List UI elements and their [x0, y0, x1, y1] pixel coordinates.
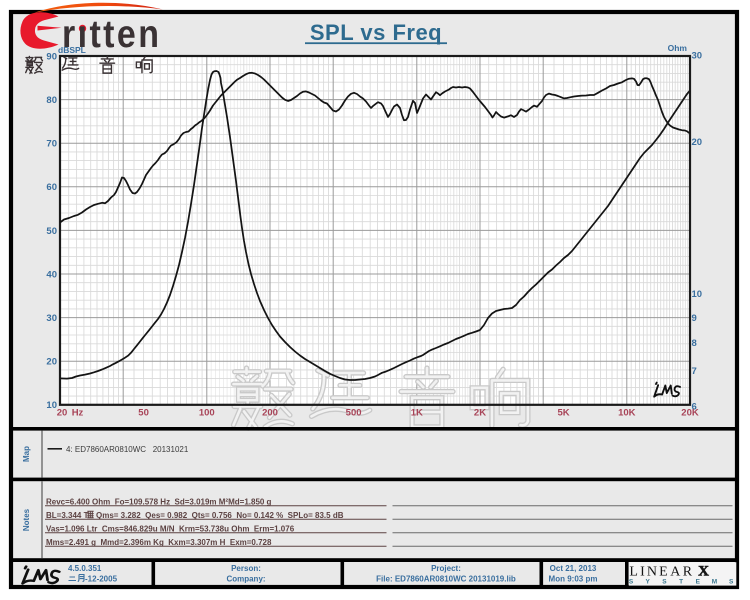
svg-text:Vas=1.096 Ltr Cms=846.829u M/: Vas=1.096 Ltr Cms=846.829u M/N Krm=53.73…	[46, 524, 295, 533]
svg-text:rıtten: rıtten	[62, 12, 161, 56]
svg-text:500: 500	[346, 408, 362, 419]
svg-text:SPL vs Freq: SPL vs Freq	[310, 20, 442, 45]
svg-text:N: N	[647, 565, 657, 580]
svg-text:S: S	[662, 579, 667, 586]
svg-text:R: R	[683, 565, 693, 580]
svg-text:20: 20	[692, 137, 703, 148]
svg-text:4.5.0.351: 4.5.0.351	[68, 564, 102, 573]
svg-text:Oct 21, 2013: Oct 21, 2013	[550, 564, 597, 573]
svg-text:S: S	[629, 579, 634, 586]
svg-text:40: 40	[46, 269, 57, 280]
svg-text:100: 100	[199, 408, 215, 419]
svg-text:Project:: Project:	[431, 564, 461, 573]
svg-text:200: 200	[262, 408, 278, 419]
svg-text:Qms= 3.282 Qes= 0.982 Qts= 0: Qms= 3.282 Qes= 0.982 Qts= 0.756 No= 0.1…	[96, 511, 344, 520]
svg-text:6: 6	[692, 401, 697, 412]
svg-text:Mon 9:03 pm: Mon 9:03 pm	[549, 575, 598, 584]
svg-text:2K: 2K	[474, 408, 486, 419]
svg-text:20: 20	[57, 408, 68, 419]
svg-text:30: 30	[692, 50, 703, 61]
svg-text:-12-2005: -12-2005	[85, 575, 118, 584]
svg-text:20: 20	[46, 357, 57, 368]
svg-text:E: E	[659, 565, 668, 580]
svg-text:1K: 1K	[411, 408, 423, 419]
svg-text:20K: 20K	[681, 408, 699, 419]
svg-text:8: 8	[692, 338, 697, 349]
svg-text:50: 50	[138, 408, 149, 419]
svg-text:7: 7	[692, 366, 697, 377]
svg-text:9: 9	[692, 313, 697, 324]
svg-text:10K: 10K	[618, 408, 636, 419]
svg-text:10: 10	[46, 400, 57, 411]
svg-text:80: 80	[46, 95, 57, 106]
svg-text:60: 60	[46, 182, 57, 193]
svg-text:50: 50	[46, 226, 57, 237]
svg-text:Hz: Hz	[72, 408, 84, 419]
svg-text:T: T	[679, 579, 683, 586]
svg-text:Map: Map	[22, 446, 31, 462]
svg-text:Revc=6.400 Ohm Fo=109.578 Hz: Revc=6.400 Ohm Fo=109.578 Hz Sd=3.019m M…	[46, 497, 272, 506]
svg-text:Person:: Person:	[231, 564, 261, 573]
svg-text:Company:: Company:	[226, 575, 265, 584]
svg-text:Ohm: Ohm	[668, 43, 688, 53]
svg-text:BL=3.344 T: BL=3.344 T	[46, 511, 89, 520]
svg-text:I: I	[640, 565, 645, 580]
svg-text:File: ED7860AR0810WC 20131019.: File: ED7860AR0810WC 20131019.lib	[376, 575, 516, 584]
svg-text:X: X	[698, 564, 709, 580]
svg-text:M: M	[712, 579, 717, 586]
svg-text:A: A	[670, 565, 681, 580]
svg-text:10: 10	[692, 289, 703, 300]
svg-text:4: ED7860AR0810WC 20131021: 4: ED7860AR0810WC 20131021	[66, 445, 189, 454]
svg-text:S: S	[729, 579, 734, 586]
svg-text:70: 70	[46, 139, 57, 150]
svg-text:dBSPL: dBSPL	[58, 45, 86, 55]
svg-text:E: E	[696, 579, 701, 586]
svg-text:L: L	[629, 565, 638, 580]
svg-text:90: 90	[46, 51, 57, 62]
svg-text:30: 30	[46, 313, 57, 324]
svg-text:Notes: Notes	[22, 508, 31, 531]
svg-text:Mms=2.491 g Mmd=2.396m Kg Kx: Mms=2.491 g Mmd=2.396m Kg Kxm=3.307m H E…	[46, 538, 272, 547]
svg-text:5K: 5K	[558, 408, 570, 419]
svg-text:Y: Y	[646, 579, 651, 586]
